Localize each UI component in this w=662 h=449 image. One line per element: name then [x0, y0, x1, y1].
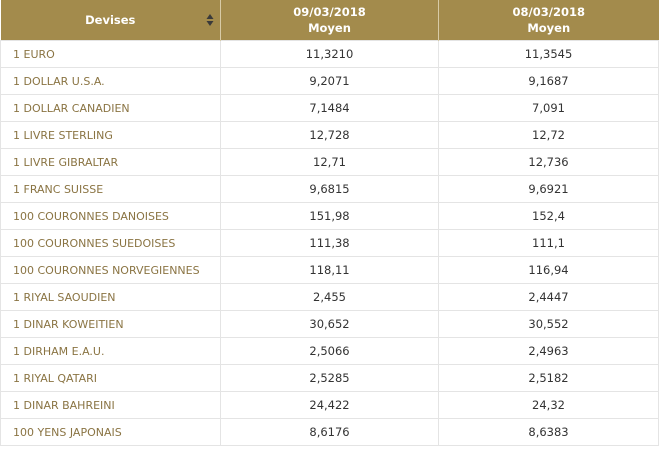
table-row: 1 FRANC SUISSE 9,6815 9,6921 [0, 175, 659, 203]
table-header: Devises 09/03/2018 Moyen 08/03/2018 Moye… [0, 0, 659, 41]
rate-value: 2,4447 [438, 283, 659, 311]
rate-value: 24,422 [220, 391, 439, 419]
table-row: 1 DINAR KOWEITIEN 30,652 30,552 [0, 310, 659, 338]
rate-value: 30,552 [438, 310, 659, 338]
rate-value: 9,2071 [220, 67, 439, 95]
rate-value: 9,6921 [438, 175, 659, 203]
header-text: Devises [85, 13, 136, 27]
header-cell: 09/03/2018 Moyen [220, 0, 439, 41]
rate-value: 2,5285 [220, 364, 439, 392]
rate-value: 116,94 [438, 256, 659, 284]
table-row: 1 DOLLAR U.S.A. 9,2071 9,1687 [0, 67, 659, 95]
currency-name: 1 DOLLAR CANADIEN [0, 94, 221, 122]
currency-name: 1 RIYAL SAOUDIEN [0, 283, 221, 311]
table-row: 1 RIYAL QATARI 2,5285 2,5182 [0, 364, 659, 392]
currency-name: 100 COURONNES NORVEGIENNES [0, 256, 221, 284]
rate-value: 7,091 [438, 94, 659, 122]
header-date: 09/03/2018 [293, 5, 366, 19]
header-cell: 08/03/2018 Moyen [438, 0, 659, 41]
rate-value: 2,455 [220, 283, 439, 311]
rate-value: 11,3210 [220, 40, 439, 68]
currency-name: 1 DINAR BAHREINI [0, 391, 221, 419]
rate-value: 2,4963 [438, 337, 659, 365]
currency-name: 1 LIVRE GIBRALTAR [0, 148, 221, 176]
currency-name: 100 YENS JAPONAIS [0, 418, 221, 446]
currency-name: 1 DOLLAR U.S.A. [0, 67, 221, 95]
header-cell[interactable]: Devises [0, 0, 221, 41]
header-label: Moyen [308, 21, 351, 35]
header-label: Moyen [527, 21, 571, 35]
rate-value: 12,71 [220, 148, 439, 176]
rate-value: 111,1 [438, 229, 659, 257]
rate-value: 2,5182 [438, 364, 659, 392]
currency-name: 1 LIVRE STERLING [0, 121, 221, 149]
rate-value: 11,3545 [438, 40, 659, 68]
table-row: 100 COURONNES NORVEGIENNES 118,11 116,94 [0, 256, 659, 284]
rate-value: 12,736 [438, 148, 659, 176]
table-row: 1 DIRHAM E.A.U. 2,5066 2,4963 [0, 337, 659, 365]
rate-value: 152,4 [438, 202, 659, 230]
table-row: 1 RIYAL SAOUDIEN 2,455 2,4447 [0, 283, 659, 311]
table-row: 1 LIVRE GIBRALTAR 12,71 12,736 [0, 148, 659, 176]
table-row: 1 LIVRE STERLING 12,728 12,72 [0, 121, 659, 149]
table-row: 100 COURONNES DANOISES 151,98 152,4 [0, 202, 659, 230]
table-row: 100 YENS JAPONAIS 8,6176 8,6383 [0, 418, 659, 446]
rate-value: 9,6815 [220, 175, 439, 203]
rate-value: 8,6176 [220, 418, 439, 446]
table-row: 1 DOLLAR CANADIEN 7,1484 7,091 [0, 94, 659, 122]
currency-name: 1 DINAR KOWEITIEN [0, 310, 221, 338]
currency-name: 1 RIYAL QATARI [0, 364, 221, 392]
rate-value: 151,98 [220, 202, 439, 230]
rate-value: 8,6383 [438, 418, 659, 446]
currency-name: 1 FRANC SUISSE [0, 175, 221, 203]
rate-value: 12,728 [220, 121, 439, 149]
rate-value: 9,1687 [438, 67, 659, 95]
rate-value: 24,32 [438, 391, 659, 419]
currency-name: 1 EURO [0, 40, 221, 68]
rate-value: 30,652 [220, 310, 439, 338]
rate-value: 2,5066 [220, 337, 439, 365]
currency-name: 100 COURONNES DANOISES [0, 202, 221, 230]
header-date: 08/03/2018 [512, 5, 585, 19]
rate-value: 111,38 [220, 229, 439, 257]
table-row: 100 COURONNES SUEDOISES 111,38 111,1 [0, 229, 659, 257]
currency-name: 100 COURONNES SUEDOISES [0, 229, 221, 257]
table-row: 1 DINAR BAHREINI 24,422 24,32 [0, 391, 659, 419]
rate-value: 7,1484 [220, 94, 439, 122]
header-row: Devises 09/03/2018 Moyen 08/03/2018 Moye… [0, 0, 659, 41]
currency-name: 1 DIRHAM E.A.U. [0, 337, 221, 365]
rate-value: 118,11 [220, 256, 439, 284]
table-row: 1 EURO 11,3210 11,3545 [0, 40, 659, 68]
table-body: 1 EURO 11,3210 11,3545 1 DOLLAR U.S.A. 9,207… [0, 40, 659, 446]
sort-icon[interactable] [206, 13, 214, 27]
rate-value: 12,72 [438, 121, 659, 149]
